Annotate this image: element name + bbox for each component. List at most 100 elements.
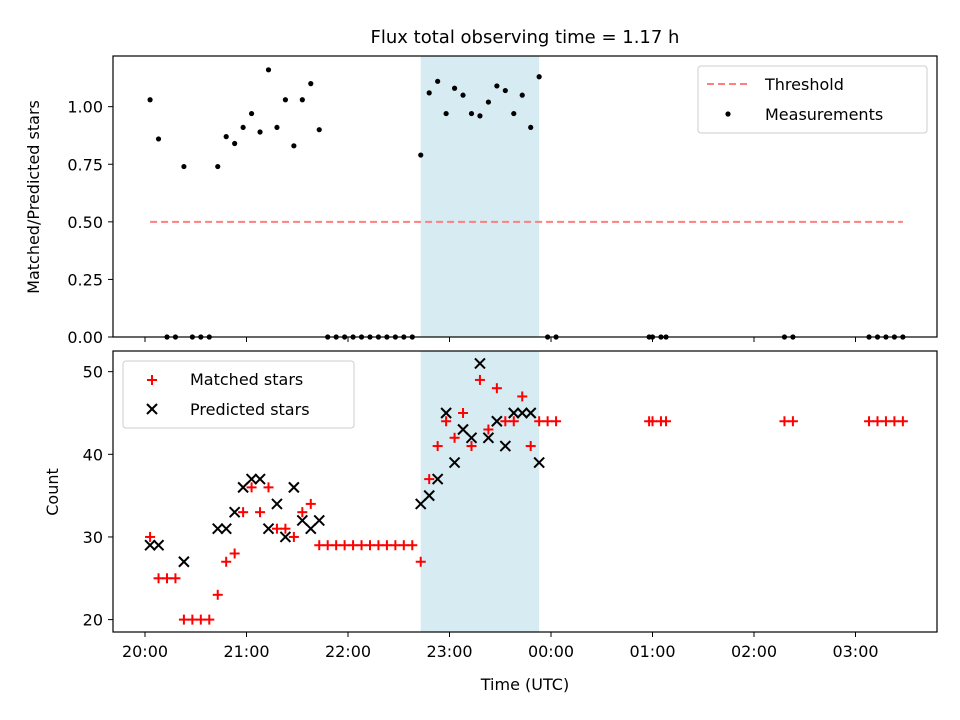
matched-point (407, 540, 418, 551)
matched-point (508, 416, 519, 427)
y-tick-label: 0.25 (67, 270, 103, 289)
ratio-y-axis-label: Matched/Predicted stars (24, 100, 43, 294)
y-tick-label: 1.00 (67, 98, 103, 117)
matched-point (779, 416, 790, 427)
matched-point (398, 540, 409, 551)
highlight-band (420, 56, 540, 337)
matched-point (474, 374, 485, 385)
predicted-point (152, 539, 165, 551)
matched-point (483, 424, 494, 435)
x-tick-label: 00:00 (528, 642, 574, 661)
predicted-point (457, 423, 469, 436)
y-tick-label: 40 (83, 445, 103, 464)
legend-measurements-label: Measurements (765, 105, 883, 124)
predicted-point (220, 522, 232, 535)
matched-point (373, 540, 384, 551)
matched-point (458, 407, 469, 418)
matched-point (432, 441, 443, 452)
predicted-point (288, 481, 300, 494)
matched-point (534, 416, 545, 427)
measurement-point (443, 110, 449, 117)
matched-point (314, 540, 325, 551)
matched-point (787, 416, 798, 427)
predicted-point (516, 407, 528, 419)
matched-point (517, 391, 528, 402)
predicted-point (474, 357, 486, 370)
matched-point (415, 556, 426, 567)
matched-point (424, 474, 435, 485)
matched-point (331, 540, 342, 551)
measurement-point (418, 152, 424, 158)
matched-point (271, 523, 282, 534)
matched-point (449, 432, 460, 443)
matched-point (280, 523, 291, 534)
predicted-point (296, 514, 309, 527)
measurement-point (426, 90, 432, 96)
matched-point (288, 531, 299, 542)
matched-point (889, 416, 900, 427)
measurement-point (299, 97, 305, 103)
predicted-point (144, 539, 156, 551)
predicted-point (228, 506, 241, 518)
measurement-point (265, 67, 272, 73)
matched-point (195, 614, 206, 625)
predicted-point (271, 498, 283, 510)
matched-point (381, 540, 392, 551)
ratio-panel: 0.00 0.25 0.50 0.75 1.00 Matched/Predicted s… (24, 55, 938, 347)
chart-title: Flux total observing time = 1.17 h (371, 27, 680, 48)
matched-point (178, 614, 189, 625)
matched-point (872, 416, 883, 427)
count-legend: Matched stars Predicted stars (122, 360, 355, 429)
legend-predicted-swatch (146, 403, 158, 415)
y-tick-label: 20 (83, 611, 103, 630)
predicted-point (305, 522, 317, 535)
measurement-point (308, 81, 314, 87)
measurement-point (282, 97, 289, 103)
matched-point (491, 383, 502, 394)
y-tick-label: 50 (83, 363, 103, 382)
x-tick-label: 02:00 (731, 642, 777, 661)
matched-point (551, 416, 562, 427)
measurement-point (468, 110, 475, 117)
measurement-point (485, 99, 492, 105)
legend-threshold-label: Threshold (764, 75, 844, 94)
predicted-point (423, 489, 435, 502)
matched-point (390, 540, 401, 551)
measurement-point (223, 134, 229, 140)
matched-point (441, 416, 452, 427)
predicted-point (178, 556, 190, 568)
matched-point (161, 573, 172, 584)
matched-point (305, 498, 316, 509)
predicted-point (482, 432, 495, 444)
matched-point (864, 416, 875, 427)
measurement-point (519, 92, 525, 98)
predicted-point (212, 522, 224, 535)
ratio-plot-frame (112, 55, 938, 338)
matched-point (647, 416, 658, 427)
legend-predicted-label: Predicted stars (190, 400, 310, 419)
measurement-point (232, 140, 238, 147)
matched-point (661, 416, 672, 427)
measurement-point (147, 97, 153, 103)
predicted-point (431, 473, 444, 485)
predicted-point (465, 432, 478, 444)
x-tick-label: 01:00 (629, 642, 675, 661)
x-tick-label: 22:00 (325, 642, 371, 661)
matched-point (500, 416, 511, 427)
count-plot-frame (112, 350, 938, 633)
predicted-point (491, 415, 503, 427)
highlight-band-top (420, 56, 540, 337)
matched-point (238, 507, 249, 518)
measurement-point (477, 113, 483, 119)
matched-point (880, 416, 891, 427)
matched-point (229, 548, 240, 559)
legend-measurements-swatch (725, 111, 731, 117)
matched-point (221, 556, 232, 567)
y-tick-label: 0.75 (67, 155, 103, 174)
matched-point (364, 540, 375, 551)
measurement-point (240, 124, 246, 131)
predicted-point (440, 407, 452, 419)
legend-matched-label: Matched stars (190, 370, 303, 389)
predicted-point (415, 498, 427, 510)
matched-point (263, 482, 274, 493)
